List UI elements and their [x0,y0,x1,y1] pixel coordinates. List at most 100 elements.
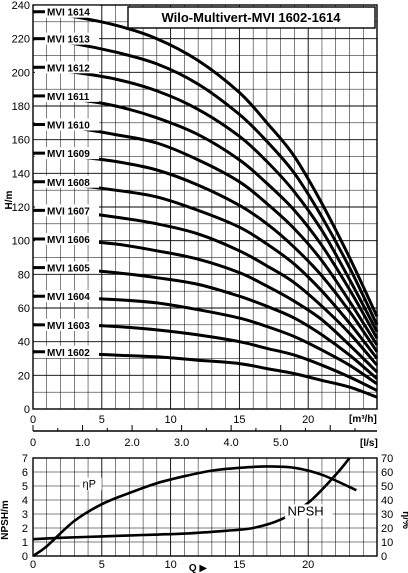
series-curve [32,266,378,380]
ls-tick-label: 3.0 [174,437,189,449]
y-tick-label: 7 [22,453,28,465]
main-curves: MVI 1614 MVI 1613 MVI 1612 MVI 1611 MVI 1610… [32,5,379,399]
series-label: MVI 1604 [47,292,90,303]
y2-tick-label: 70 [381,453,393,465]
y-tick-label: 4 [22,495,28,507]
series-label-bg [35,232,99,245]
main-x-unit-label: [m³/h] [349,414,377,425]
lower-plot-frame [32,457,378,557]
lower-curves: ηP NPSH [32,457,357,558]
y-tick-label: 6 [22,467,28,479]
y-tick-label: 40 [18,337,30,349]
chart-title: Wilo-Multivert-MVI 1602-1614 [161,10,341,25]
series-curve [32,65,379,333]
main-y-axis-label: H/m [4,190,15,209]
lower-y-ticks: 0 1 2 3 4 5 6 7 [22,453,28,563]
series-label-bg [35,175,99,188]
series-curve [32,151,379,353]
series-curve [32,294,378,386]
series-label: MVI 1602 [47,348,90,359]
series-label-bg [35,61,99,74]
series-label-bg [35,147,99,160]
ls-unit-label: [l/s] [360,438,378,449]
y2-tick-label: 10 [381,537,393,549]
x-tick-label: 0 [30,559,36,571]
series-curve [32,208,379,367]
x-tick-label: 20 [302,559,314,571]
x-tick-label: 20 [302,414,314,426]
series-curve [32,37,379,326]
series-curve [32,180,379,360]
series-label: MVI 1605 [47,264,90,275]
y-tick-label: 200 [12,67,30,79]
series-label: MVI 1612 [47,63,90,74]
series-label-bg [35,118,99,131]
series-label: MVI 1613 [47,35,90,46]
y-tick-label: 5 [22,481,28,493]
main-x-ticks: 0 5 10 15 20 [30,414,314,426]
lower-y2-axis-label: η/% [400,511,408,529]
y2-tick-label: 60 [381,467,393,479]
y-tick-label: 1 [22,537,28,549]
lower-grid [33,458,377,556]
series-label-bg [35,32,99,45]
series-label: MVI 1603 [47,321,90,332]
y-tick-label: 0 [22,551,28,563]
series-label-bg [35,261,99,274]
x-tick-label: 5 [99,414,105,426]
y-tick-label: 2 [22,523,28,535]
x-tick-label: 0 [30,414,36,426]
ls-tick-label: 1.0 [75,437,90,449]
series-label: ηP [83,478,96,490]
title-box [127,6,376,29]
lower-y-axis-label: NPSH/m [0,500,11,540]
series-curve [32,10,379,318]
series-curve [32,237,379,374]
ls-tick-label: 2.0 [124,437,139,449]
x-tick-label: 5 [99,559,105,571]
series-label: MVI 1611 [47,92,90,103]
ls-tick-label: 4.0 [223,437,238,449]
series-curve [32,457,351,541]
lower-x-ticks: 0 5 10 15 20 [30,559,314,571]
ls-tick-label: 0 [30,437,36,449]
y-tick-label: 0 [24,404,30,416]
series-curve [32,123,379,346]
series-label-bg [35,89,99,102]
series-label: MVI 1614 [47,8,90,19]
series-curve [32,350,378,399]
series-label-bg [35,5,99,18]
series-label: MVI 1606 [47,235,90,246]
y-tick-label: 120 [12,202,30,214]
y2-tick-label: 0 [381,551,387,563]
y2-tick-label: 20 [381,523,393,535]
series-label-bg [35,345,99,358]
series-label: MVI 1610 [47,121,90,132]
x-tick-label: 10 [164,559,176,571]
y-tick-label: 180 [12,101,30,113]
y-tick-label: 20 [18,370,30,382]
series-label-bg [35,318,99,331]
lower-y2-ticks: 0 10 20 30 40 50 60 70 [381,453,393,563]
q-axis-label: Q ▶ [189,563,208,573]
x-tick-label: 10 [164,414,176,426]
y-tick-label: 160 [12,135,30,147]
series-label-bg [35,290,99,303]
y-tick-label: 100 [12,236,30,248]
y-tick-label: 220 [12,34,30,46]
main-y-ticks: 0 20 40 60 80 100 120 140 160 180 200 220 240 [12,0,30,416]
x-tick-label: 15 [233,559,245,571]
series-label: MVI 1609 [47,149,90,160]
y-tick-label: 3 [22,509,28,521]
y-tick-label: 80 [18,269,30,281]
series-curve [32,94,379,340]
x-tick-label: 15 [233,414,245,426]
series-label: MVI 1608 [47,178,90,189]
y-tick-label: 140 [12,168,30,180]
ls-ticks: 0 1.0 2.0 3.0 4.0 5.0 [30,425,356,449]
series-curve [32,323,378,392]
y2-tick-label: 50 [381,481,393,493]
main-grid [33,5,377,409]
series-label: NPSH [288,503,324,518]
